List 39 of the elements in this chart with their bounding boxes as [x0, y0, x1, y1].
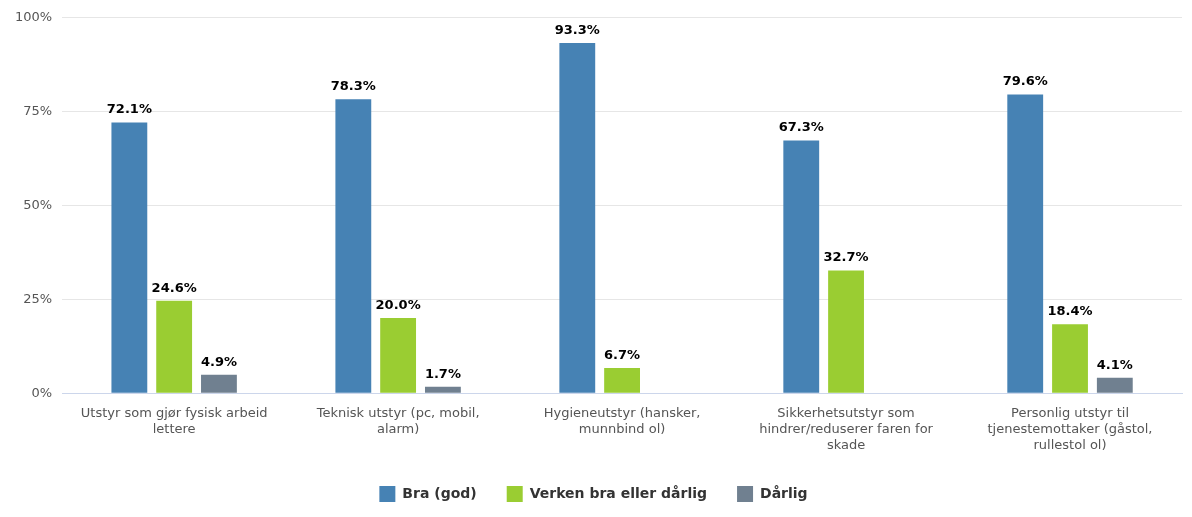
bar [1007, 94, 1044, 393]
x-tick-label: Utstyr som gjør fysisk arbeid lettere [80, 405, 268, 436]
x-tick-label: Teknisk utstyr (pc, mobil, alarm) [315, 405, 480, 436]
data-label: 93.3% [554, 21, 600, 37]
y-tick-label: 100% [14, 9, 53, 25]
bar [783, 140, 820, 393]
bar [424, 386, 461, 393]
legend-label: Bra (god) [402, 484, 477, 501]
bar [156, 300, 193, 393]
data-label: 72.1% [106, 101, 152, 117]
bar [828, 270, 864, 393]
data-label: 20.0% [375, 296, 421, 312]
x-tick-label: Hygieneutstyr (hansker, munnbind ol) [543, 405, 701, 436]
data-label: 24.6% [151, 279, 197, 295]
data-label: 32.7% [823, 249, 869, 265]
y-tick-label: 50% [23, 196, 53, 212]
legend-label: Verken bra eller dårlig [529, 484, 708, 501]
data-label: 1.7% [424, 365, 461, 381]
data-label: 78.3% [330, 78, 376, 94]
data-label: 6.7% [604, 346, 641, 362]
x-tick-label: Personlig utstyr til tjenestemottaker (gåstol, rullestol ol) [987, 405, 1153, 452]
bar [335, 99, 372, 393]
x-tick-label: Sikkerhetsutstyr som hindrer/reduserer faren for skade [759, 405, 934, 452]
data-label: 4.9% [200, 353, 237, 369]
bar [1052, 324, 1088, 393]
y-tick-label: 25% [23, 290, 53, 306]
data-label: 79.6% [1002, 73, 1048, 89]
legend-label: Dårlig [760, 484, 808, 501]
bar [604, 368, 640, 393]
data-label: 67.3% [778, 119, 824, 135]
bar [111, 122, 148, 393]
bar [201, 374, 237, 393]
bar [380, 318, 417, 393]
bar [1096, 377, 1133, 393]
y-tick-label: 75% [23, 103, 53, 119]
data-label: 4.1% [1096, 356, 1133, 372]
data-label: 18.4% [1047, 303, 1093, 318]
y-tick-label: 0% [31, 384, 53, 400]
bar [559, 42, 596, 393]
